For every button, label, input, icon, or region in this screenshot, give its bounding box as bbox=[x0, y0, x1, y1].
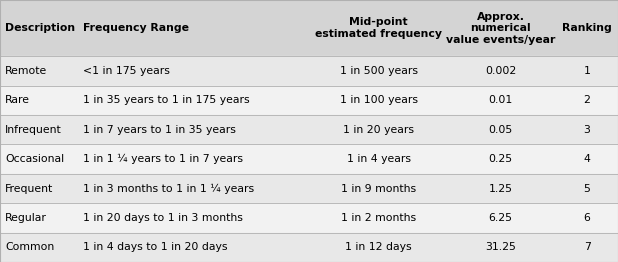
Text: Frequency Range: Frequency Range bbox=[83, 23, 190, 33]
Bar bbox=[0, 203, 618, 233]
Text: 1 in 20 days to 1 in 3 months: 1 in 20 days to 1 in 3 months bbox=[83, 213, 243, 223]
Text: 0.01: 0.01 bbox=[488, 95, 513, 105]
Text: 1 in 4 days to 1 in 20 days: 1 in 4 days to 1 in 20 days bbox=[83, 242, 228, 252]
Text: 1 in 9 months: 1 in 9 months bbox=[341, 184, 416, 194]
Bar bbox=[0, 174, 618, 203]
Text: Common: Common bbox=[5, 242, 54, 252]
Text: 4: 4 bbox=[583, 154, 591, 164]
Text: 1 in 1 ¼ years to 1 in 7 years: 1 in 1 ¼ years to 1 in 7 years bbox=[83, 154, 243, 164]
Text: 1 in 3 months to 1 in 1 ¼ years: 1 in 3 months to 1 in 1 ¼ years bbox=[83, 183, 255, 194]
Text: 2: 2 bbox=[583, 95, 591, 105]
Text: 6.25: 6.25 bbox=[489, 213, 512, 223]
Bar bbox=[0, 144, 618, 174]
Text: 1: 1 bbox=[583, 66, 591, 76]
Text: 1 in 4 years: 1 in 4 years bbox=[347, 154, 410, 164]
Text: Approx.
numerical
value events/year: Approx. numerical value events/year bbox=[446, 12, 555, 45]
Text: 5: 5 bbox=[583, 184, 591, 194]
Text: Regular: Regular bbox=[5, 213, 47, 223]
Text: Ranking: Ranking bbox=[562, 23, 612, 33]
Text: 3: 3 bbox=[583, 125, 591, 135]
Text: 1.25: 1.25 bbox=[489, 184, 512, 194]
Bar bbox=[0, 115, 618, 144]
Text: 1 in 100 years: 1 in 100 years bbox=[339, 95, 418, 105]
Text: 1 in 2 months: 1 in 2 months bbox=[341, 213, 416, 223]
Bar bbox=[0, 86, 618, 115]
Text: 1 in 12 days: 1 in 12 days bbox=[345, 242, 412, 252]
Text: 7: 7 bbox=[583, 242, 591, 252]
Text: 0.25: 0.25 bbox=[488, 154, 513, 164]
Text: 0.002: 0.002 bbox=[485, 66, 516, 76]
Bar bbox=[0, 233, 618, 262]
Text: 1 in 20 years: 1 in 20 years bbox=[343, 125, 414, 135]
Text: Remote: Remote bbox=[5, 66, 47, 76]
Text: Rare: Rare bbox=[5, 95, 30, 105]
Text: Description: Description bbox=[5, 23, 75, 33]
Text: <1 in 175 years: <1 in 175 years bbox=[83, 66, 171, 76]
Bar bbox=[0, 0, 618, 56]
Text: Mid-point
estimated frequency: Mid-point estimated frequency bbox=[315, 17, 442, 39]
Text: 1 in 7 years to 1 in 35 years: 1 in 7 years to 1 in 35 years bbox=[83, 125, 236, 135]
Text: 31.25: 31.25 bbox=[485, 242, 516, 252]
Text: 0.05: 0.05 bbox=[488, 125, 513, 135]
Text: 6: 6 bbox=[583, 213, 591, 223]
Bar bbox=[0, 56, 618, 86]
Text: Frequent: Frequent bbox=[5, 184, 53, 194]
Text: Occasional: Occasional bbox=[5, 154, 64, 164]
Text: 1 in 500 years: 1 in 500 years bbox=[339, 66, 418, 76]
Text: 1 in 35 years to 1 in 175 years: 1 in 35 years to 1 in 175 years bbox=[83, 95, 250, 105]
Text: Infrequent: Infrequent bbox=[5, 125, 62, 135]
